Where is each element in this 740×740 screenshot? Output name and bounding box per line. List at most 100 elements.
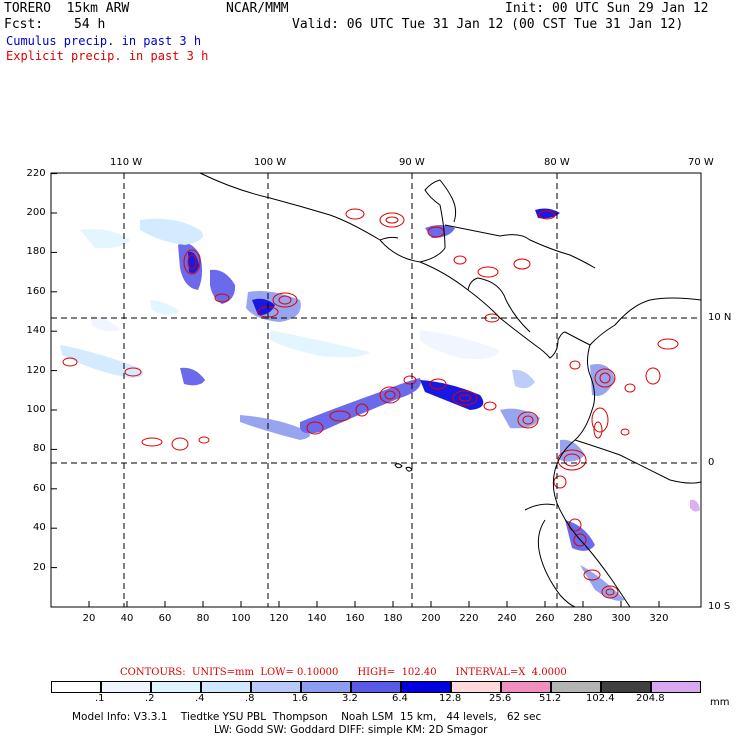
precip-area: [80, 229, 130, 249]
contour: [379, 212, 405, 228]
contour: [593, 421, 603, 439]
contour: [345, 208, 365, 220]
contour: [453, 255, 467, 265]
precip-area: [150, 300, 180, 315]
model-info: Model Info: V3.3.1 Tiedtke YSU PBL Thomp…: [72, 711, 542, 723]
contour: [591, 407, 609, 433]
lon-label-90w: 90 W: [399, 157, 425, 168]
org-label: NCAR/MMM: [226, 1, 289, 16]
contour: [306, 421, 324, 435]
x-tick-label: 320: [649, 613, 669, 624]
contour: [573, 533, 587, 547]
colorbar-label: .2: [145, 693, 155, 704]
fcst-label: Fcst:: [4, 17, 44, 32]
contour: [517, 411, 539, 429]
coastline: [537, 519, 576, 608]
lat-label-10s: 10 S: [708, 601, 731, 612]
y-tick-label: 140: [26, 325, 46, 337]
y-tick-label: 200: [26, 207, 46, 218]
contour: [599, 372, 611, 384]
lon-label-80w: 80 W: [544, 157, 570, 168]
coastline: [552, 344, 631, 608]
colorbar-swatch: [101, 681, 151, 693]
explicit-legend: Explicit precip. in past 3 h: [6, 49, 209, 63]
colorbar-label: 6.4: [392, 693, 408, 704]
colorbar-swatch: [251, 681, 301, 693]
contour: [620, 428, 630, 436]
precip-area: [90, 315, 120, 332]
colorbar-swatch: [501, 681, 551, 693]
colorbar-label: 102.4: [586, 693, 615, 704]
y-tick-label: 180: [26, 246, 46, 258]
coastline: [394, 463, 403, 469]
precip-area: [535, 208, 560, 219]
colorbar-label: 25.6: [489, 693, 512, 704]
contour: [272, 292, 298, 308]
x-tick-label: 240: [497, 613, 517, 624]
precip-area: [425, 225, 455, 238]
colorbar-swatch: [651, 681, 701, 693]
contour: [624, 383, 636, 393]
colorbar-label: .4: [195, 693, 205, 704]
x-tick-label: 180: [383, 613, 403, 624]
contour: [452, 390, 478, 406]
y-tick-label: 40: [33, 522, 46, 534]
contour: [187, 254, 197, 270]
contour: [355, 403, 369, 417]
init-time: Init: 00 UTC Sun 29 Jan 12: [505, 1, 709, 16]
precip-area: [565, 520, 595, 551]
coastlines: [199, 172, 702, 608]
contour: [553, 475, 567, 489]
explicit-contours: [62, 208, 679, 599]
contour: [477, 266, 499, 278]
contour: [557, 449, 587, 471]
precip-area: [140, 218, 203, 245]
colorbar-swatch: [151, 681, 201, 693]
x-tick-label: 100: [231, 613, 251, 624]
colorbar-swatch: [301, 681, 351, 693]
x-tick-label: 60: [158, 613, 172, 624]
coastline: [444, 224, 596, 269]
y-tick-label: 160: [26, 285, 46, 297]
coastline: [379, 236, 399, 241]
x-tick-label: 220: [459, 613, 479, 624]
colorbar-label: 12.8: [439, 693, 462, 704]
contour: [538, 210, 556, 220]
contour: [583, 569, 601, 581]
lon-label-70w: 70 W: [688, 157, 714, 168]
y-tick-label: 60: [33, 482, 46, 494]
precip-area: [60, 345, 144, 378]
x-tick-label: 80: [196, 613, 210, 624]
colorbar-unit: mm: [710, 697, 730, 708]
coastline: [524, 503, 556, 511]
lat-label-10n: 10 N: [708, 312, 732, 323]
colorbar-swatch: [451, 681, 501, 693]
colorbar-label: 1.6: [292, 693, 308, 704]
x-tick-label: 160: [345, 613, 365, 624]
precip-area: [188, 251, 199, 274]
coastline: [564, 297, 702, 346]
colorbar-swatch: [351, 681, 401, 693]
contour: [513, 258, 531, 270]
coastline: [405, 466, 413, 472]
gridlines: [51, 173, 701, 607]
contour-info: CONTOURS: UNITS=mm LOW= 0.10000 HIGH= 10…: [120, 667, 567, 678]
y-tick-label: 80: [33, 443, 46, 455]
precip-area: [180, 367, 205, 386]
contour: [329, 410, 351, 422]
y-tick-label: 20: [33, 561, 46, 573]
contour: [124, 367, 142, 377]
contour: [594, 368, 616, 388]
precip-area: [420, 330, 500, 359]
x-tick-label: 280: [573, 613, 593, 624]
model-title: TORERO 15km ARW: [4, 1, 130, 16]
contour: [214, 293, 230, 303]
colorbar-swatch: [51, 681, 101, 693]
contour: [384, 390, 396, 400]
y-tick-label: 100: [26, 404, 46, 415]
precip-area: [240, 415, 310, 440]
x-tick-label: 260: [535, 613, 555, 624]
contour: [605, 588, 615, 596]
x-tick-label: 300: [611, 613, 631, 624]
